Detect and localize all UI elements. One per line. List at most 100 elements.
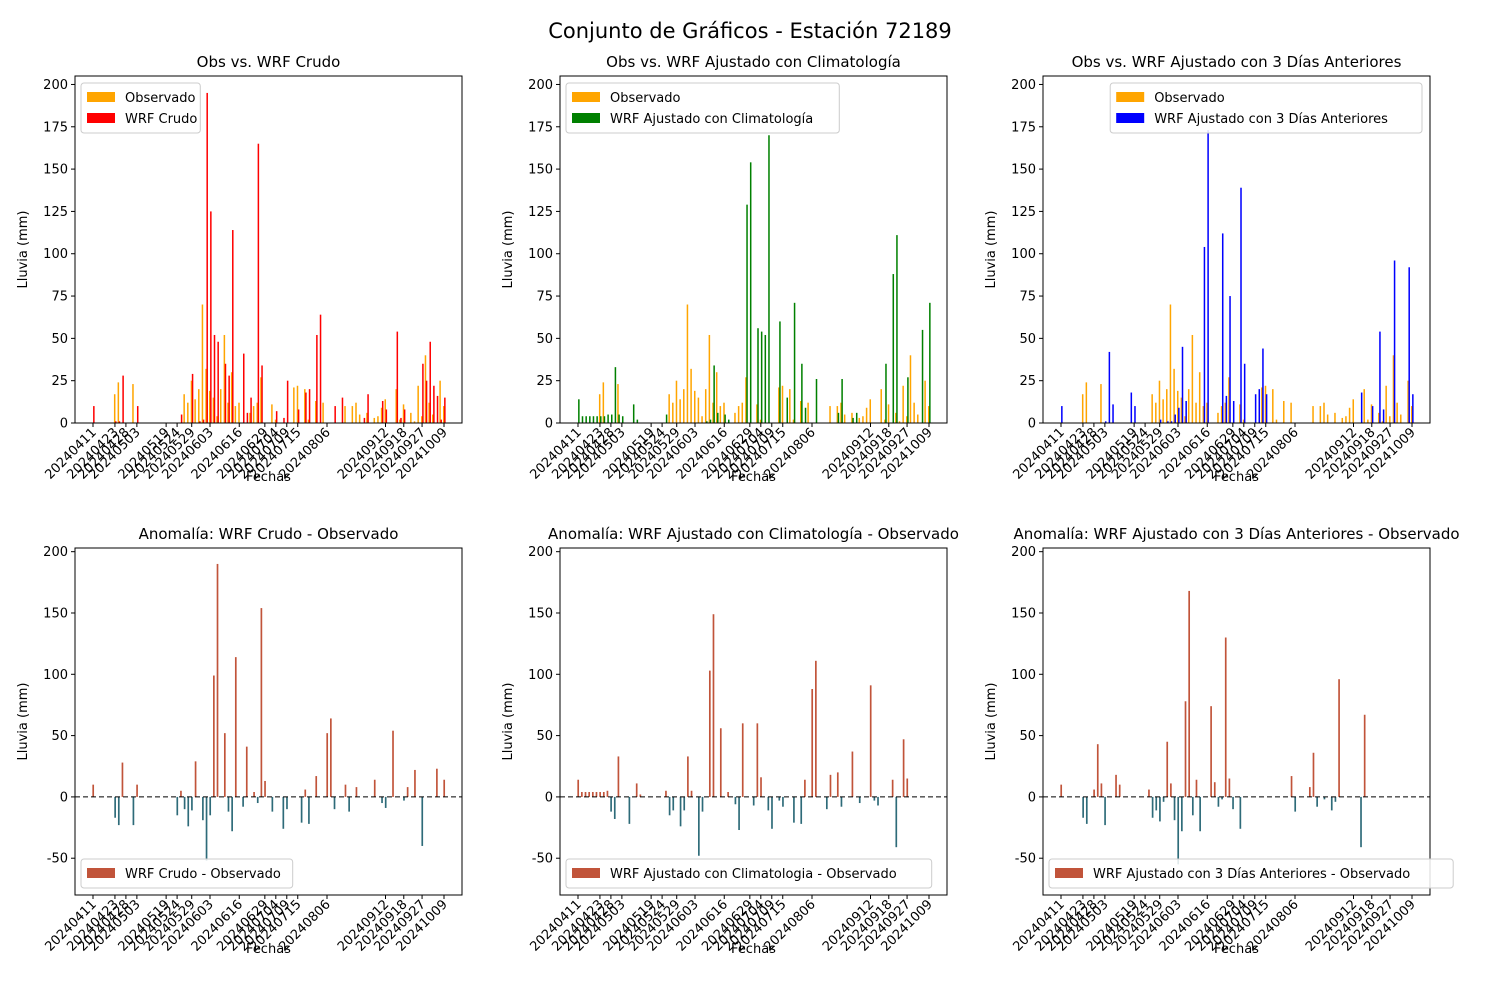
bar-raw xyxy=(93,406,95,423)
bar-obs xyxy=(1100,384,1102,423)
bar-raw xyxy=(308,389,311,423)
bar-obs xyxy=(198,389,200,423)
bar-obs xyxy=(1158,380,1161,423)
bar-obs xyxy=(271,404,273,423)
legend-swatch xyxy=(87,868,115,878)
legend-label: WRF Crudo - Observado xyxy=(125,867,281,882)
axes-frame xyxy=(74,75,463,424)
anomaly-bar-negative xyxy=(613,796,616,819)
anomaly-bar-positive xyxy=(436,768,438,797)
y-tick-label: 175 xyxy=(1011,120,1036,135)
legend: Observado WRF Ajustado con Climatología xyxy=(565,82,840,134)
bar-obs xyxy=(315,400,317,423)
bar-obs xyxy=(256,402,259,423)
bar-obs xyxy=(851,412,853,423)
anomaly-bar-positive xyxy=(804,779,806,797)
bar-obs xyxy=(358,414,361,423)
bar-obs xyxy=(906,416,908,423)
bar-clim xyxy=(727,419,730,423)
bar-raw xyxy=(250,397,252,423)
anomaly-bar-positive xyxy=(223,733,226,797)
y-tick-label: 100 xyxy=(528,668,553,683)
bar-clim xyxy=(589,416,591,423)
bar-obs xyxy=(1367,419,1369,423)
bar-obs xyxy=(1381,421,1384,423)
anomaly-bar-positive xyxy=(690,790,693,797)
anomaly-bar-positive xyxy=(1166,741,1169,797)
bar-obs xyxy=(598,394,601,423)
bar-obs xyxy=(132,384,134,423)
bar-obs xyxy=(1220,406,1223,423)
anomaly-bar-positive xyxy=(639,794,642,797)
bar-prev3 xyxy=(1225,395,1228,423)
bar-obs xyxy=(672,402,674,423)
bar-obs xyxy=(683,389,685,423)
bar-obs xyxy=(1173,368,1175,423)
bar-prev3 xyxy=(1170,421,1173,423)
bar-obs xyxy=(1162,399,1164,423)
anomaly-bar-positive xyxy=(180,790,182,797)
legend-label: WRF Crudo xyxy=(125,112,197,127)
bar-clim xyxy=(892,274,895,423)
y-tick-label: 0 xyxy=(545,417,553,432)
bar-obs xyxy=(1224,402,1227,423)
bar-clim xyxy=(632,404,635,423)
bar-raw xyxy=(440,419,442,423)
bar-obs xyxy=(913,402,915,423)
bar-obs xyxy=(745,377,747,423)
bar-raw xyxy=(400,417,402,423)
bar-raw xyxy=(232,230,234,423)
bar-obs xyxy=(205,368,207,423)
bar-obs xyxy=(1385,385,1387,423)
bar-raw xyxy=(436,395,439,423)
bar-obs xyxy=(417,385,419,423)
bar-prev3 xyxy=(1178,407,1180,423)
bar-obs xyxy=(304,389,306,423)
anomaly-bar-positive xyxy=(1338,679,1340,797)
anomaly-bar-positive xyxy=(414,769,416,797)
bar-obs xyxy=(234,406,237,423)
bar-clim xyxy=(837,412,840,423)
bar-obs xyxy=(1155,402,1157,423)
bar-clim xyxy=(610,414,613,423)
bar-obs xyxy=(1352,399,1355,423)
bar-obs xyxy=(216,416,218,423)
y-axis-label: Lluvia (mm) xyxy=(16,683,31,761)
anomaly-bar-positive xyxy=(635,783,638,797)
anomaly-bar-negative xyxy=(1155,796,1158,811)
x-axis-label: Fechas xyxy=(1214,942,1259,957)
legend: Observado WRF Ajustado con 3 Días Anterio… xyxy=(1109,82,1423,134)
anomaly-bar-positive xyxy=(136,784,138,797)
anomaly-bar-negative xyxy=(1151,796,1154,818)
anomaly-bar-positive xyxy=(1213,782,1216,797)
y-tick-label: 150 xyxy=(528,606,553,621)
bar-prev3 xyxy=(1112,404,1114,423)
bar-obs xyxy=(1198,372,1201,423)
bar-prev3 xyxy=(1232,400,1235,423)
anomaly-bar-negative xyxy=(187,796,190,827)
anomaly-bar-negative xyxy=(840,796,843,807)
legend: WRF Ajustado con Climatologia - Observad… xyxy=(565,858,933,889)
legend-swatch xyxy=(572,868,600,878)
bar-obs xyxy=(697,397,700,423)
bar-obs xyxy=(187,402,189,423)
bar-clim xyxy=(665,414,668,423)
y-tick-label: 100 xyxy=(1011,668,1036,683)
anomaly-bar-negative xyxy=(421,796,424,846)
legend: WRF Ajustado con 3 Días Anteriores - Obs… xyxy=(1048,858,1454,889)
bar-obs xyxy=(1275,419,1278,423)
bar-obs xyxy=(887,404,890,423)
chart-title: Obs vs. WRF Crudo xyxy=(197,53,341,71)
bar-prev3 xyxy=(1382,409,1385,423)
anomaly-bar-positive xyxy=(1195,779,1198,797)
legend-label: WRF Ajustado con Climatología xyxy=(610,112,813,127)
bar-obs xyxy=(1341,417,1344,423)
anomaly-bar-positive xyxy=(602,792,605,797)
bar-obs xyxy=(668,394,670,423)
anomaly-bar-positive xyxy=(727,792,729,797)
anomaly-bar-negative xyxy=(1239,796,1242,829)
bar-obs xyxy=(917,414,919,423)
bar-obs xyxy=(238,402,240,423)
anomaly-bar-negative xyxy=(300,796,303,823)
